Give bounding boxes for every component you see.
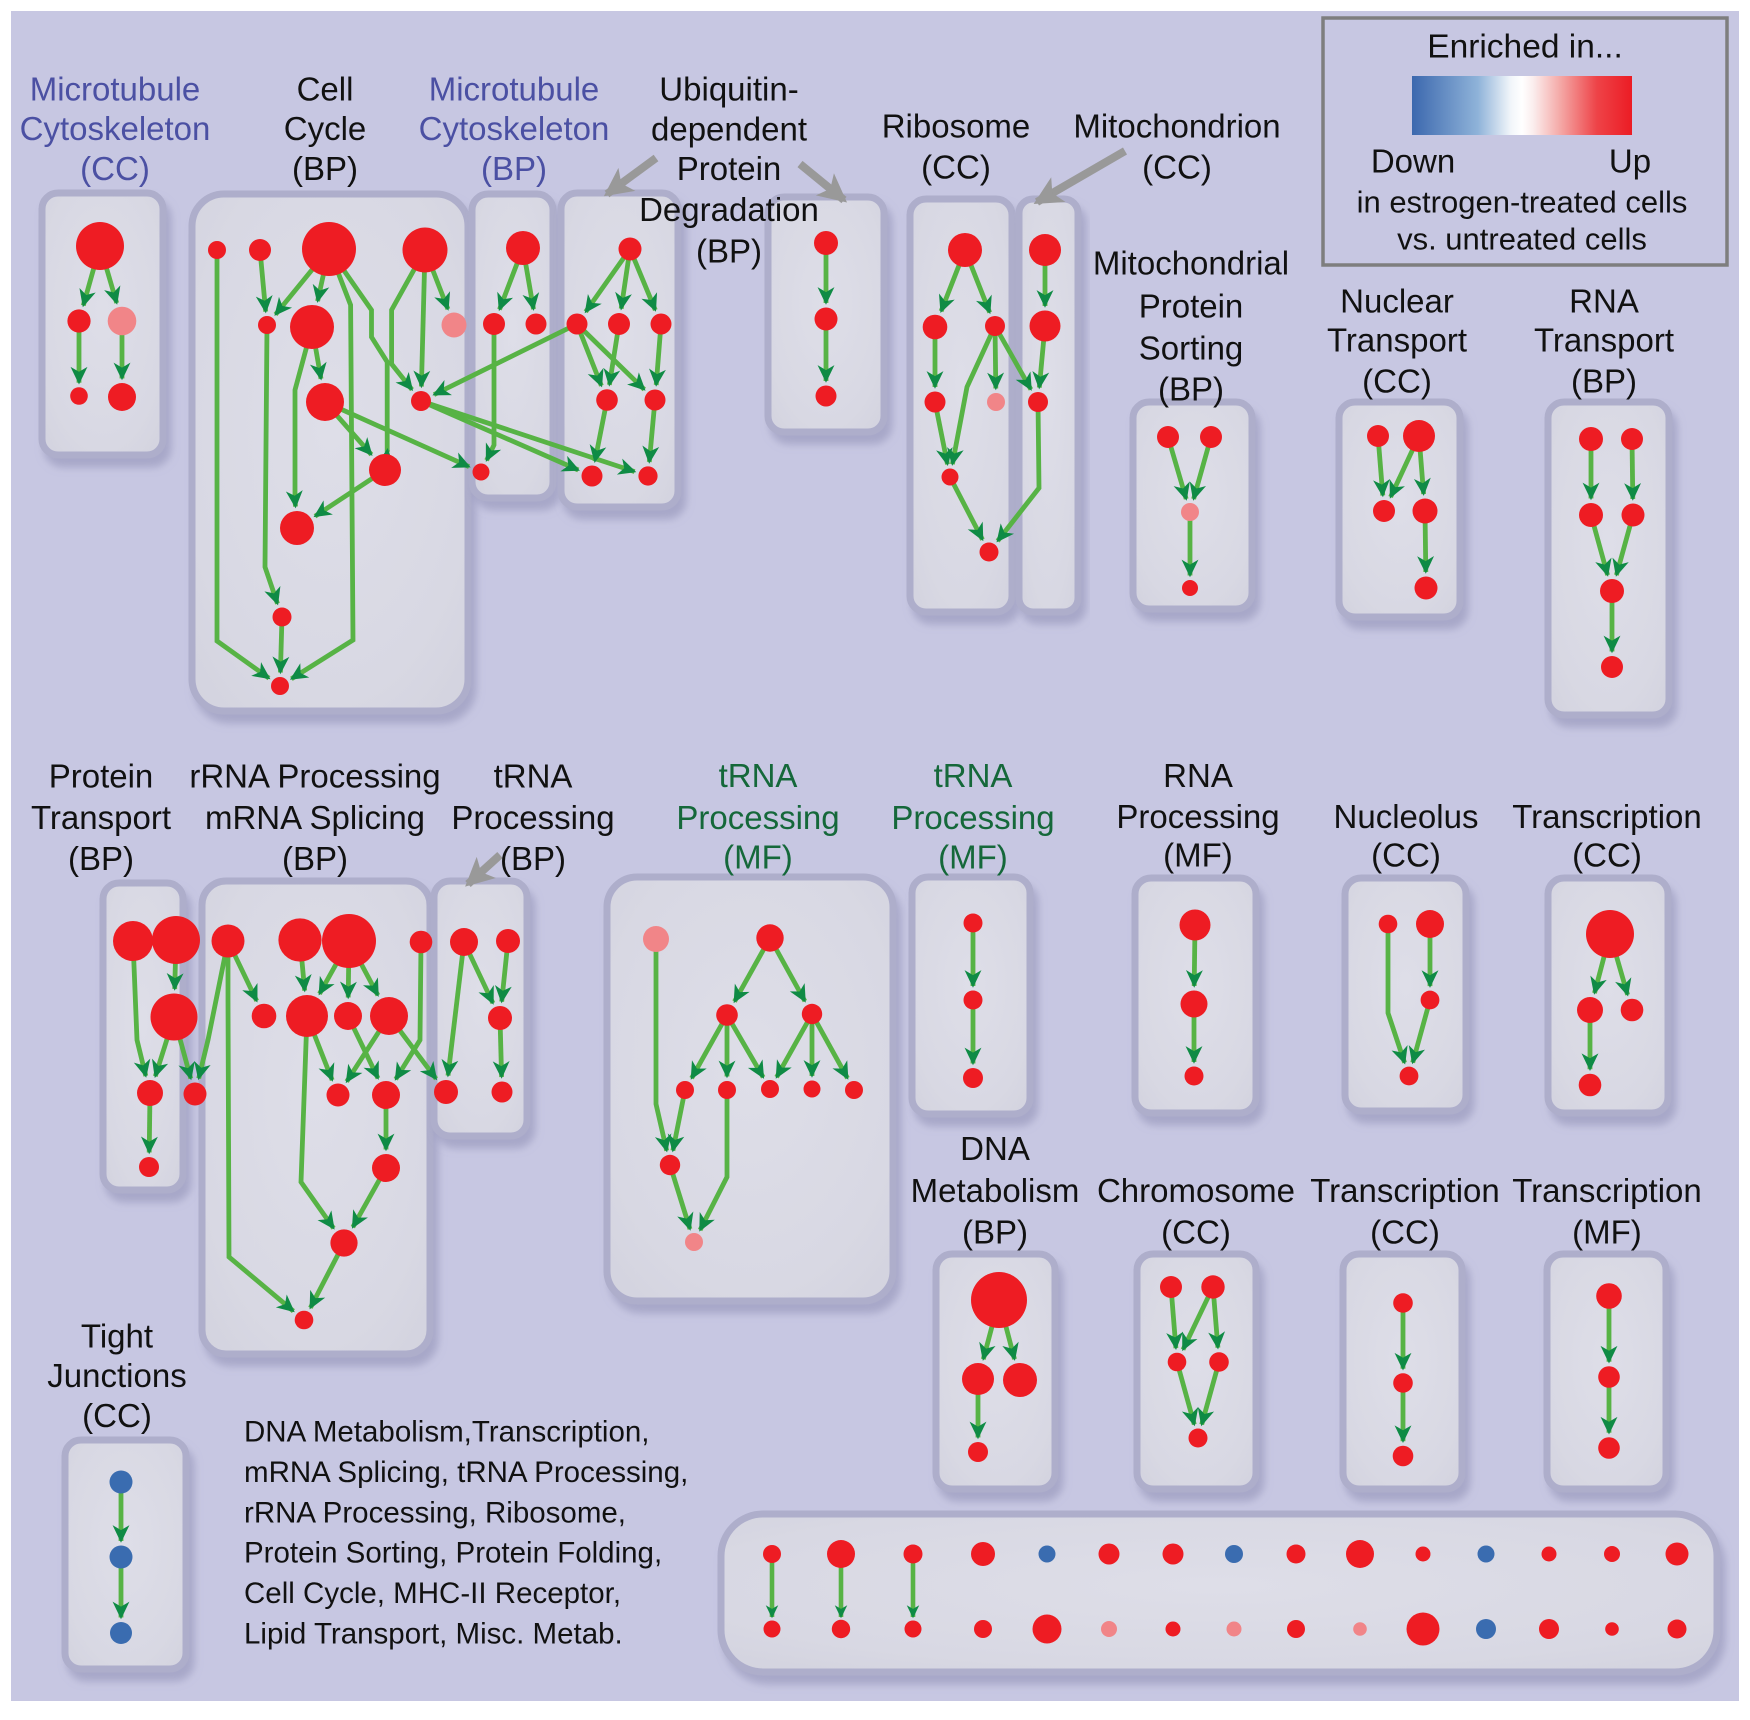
svg-text:mRNA Splicing: mRNA Splicing	[205, 799, 425, 836]
svg-text:dependent: dependent	[651, 111, 807, 148]
svg-text:Transport: Transport	[1327, 322, 1467, 359]
svg-text:Processing: Processing	[1116, 798, 1279, 835]
svg-text:Cytoskeleton: Cytoskeleton	[20, 110, 211, 147]
svg-text:(CC): (CC)	[1362, 363, 1432, 400]
svg-text:tRNA: tRNA	[494, 758, 573, 795]
svg-text:RNA: RNA	[1569, 283, 1639, 320]
svg-text:(BP): (BP)	[500, 840, 566, 877]
svg-text:(BP): (BP)	[1571, 363, 1637, 400]
svg-text:RNA: RNA	[1163, 757, 1233, 794]
svg-text:Degradation: Degradation	[639, 191, 819, 228]
svg-text:Cycle: Cycle	[284, 110, 367, 147]
svg-text:Cell Cycle, MHC-II Receptor,: Cell Cycle, MHC-II Receptor,	[244, 1577, 621, 1610]
svg-text:Processing: Processing	[676, 799, 839, 836]
svg-text:Protein: Protein	[677, 150, 782, 187]
svg-text:(CC): (CC)	[1371, 837, 1441, 874]
svg-text:rRNA Processing: rRNA Processing	[189, 758, 440, 795]
svg-text:Sorting: Sorting	[1139, 330, 1244, 367]
svg-text:Transport: Transport	[31, 799, 171, 836]
svg-text:Transcription: Transcription	[1512, 798, 1702, 835]
svg-text:(CC): (CC)	[1142, 149, 1212, 186]
svg-text:Protein Sorting, Protein Foldi: Protein Sorting, Protein Folding,	[244, 1537, 662, 1570]
svg-text:(CC): (CC)	[82, 1397, 152, 1434]
svg-text:vs. untreated cells: vs. untreated cells	[1397, 222, 1647, 257]
svg-text:Chromosome: Chromosome	[1097, 1172, 1295, 1209]
svg-text:tRNA: tRNA	[719, 757, 798, 794]
svg-text:Transcription: Transcription	[1310, 1172, 1500, 1209]
svg-text:Lipid Transport, Misc. Metab.: Lipid Transport, Misc. Metab.	[244, 1618, 623, 1651]
svg-text:(CC): (CC)	[1370, 1214, 1440, 1251]
svg-text:Enriched in...: Enriched in...	[1427, 29, 1623, 66]
svg-text:Cell: Cell	[297, 71, 354, 108]
svg-text:in estrogen-treated cells: in estrogen-treated cells	[1357, 185, 1688, 220]
svg-text:(CC): (CC)	[921, 149, 991, 186]
svg-text:Tight: Tight	[81, 1318, 153, 1355]
svg-text:Processing: Processing	[891, 799, 1054, 836]
svg-text:Down: Down	[1371, 143, 1455, 180]
svg-text:(MF): (MF)	[723, 839, 793, 876]
svg-text:Transport: Transport	[1534, 322, 1674, 359]
svg-text:Transcription: Transcription	[1512, 1172, 1702, 1209]
svg-text:(BP): (BP)	[1158, 371, 1224, 408]
svg-text:Protein: Protein	[49, 758, 154, 795]
svg-text:(BP): (BP)	[962, 1214, 1028, 1251]
svg-text:(BP): (BP)	[481, 150, 547, 187]
svg-text:Mitochondrial: Mitochondrial	[1093, 245, 1289, 282]
svg-text:Microtubule: Microtubule	[30, 71, 201, 108]
svg-text:Microtubule: Microtubule	[429, 71, 600, 108]
svg-text:(CC): (CC)	[1161, 1214, 1231, 1251]
svg-text:(CC): (CC)	[80, 150, 150, 187]
svg-text:(MF): (MF)	[1163, 837, 1233, 874]
svg-text:Ubiquitin-: Ubiquitin-	[659, 71, 798, 108]
svg-text:Up: Up	[1609, 143, 1651, 180]
svg-text:(BP): (BP)	[68, 840, 134, 877]
svg-text:Metabolism: Metabolism	[911, 1172, 1080, 1209]
svg-text:Protein: Protein	[1139, 288, 1244, 325]
svg-text:Mitochondrion: Mitochondrion	[1073, 108, 1280, 145]
svg-text:Ribosome: Ribosome	[882, 108, 1031, 145]
svg-text:DNA Metabolism,Transcription,: DNA Metabolism,Transcription,	[244, 1416, 649, 1449]
svg-text:(MF): (MF)	[938, 839, 1008, 876]
svg-text:tRNA: tRNA	[934, 757, 1013, 794]
svg-text:DNA: DNA	[960, 1130, 1030, 1167]
svg-text:Cytoskeleton: Cytoskeleton	[419, 110, 610, 147]
svg-text:Junctions: Junctions	[47, 1357, 186, 1394]
svg-text:(BP): (BP)	[696, 233, 762, 270]
svg-text:Nuclear: Nuclear	[1340, 283, 1454, 320]
svg-text:(BP): (BP)	[282, 840, 348, 877]
svg-text:(CC): (CC)	[1572, 837, 1642, 874]
svg-text:mRNA Splicing, tRNA Processing: mRNA Splicing, tRNA Processing,	[244, 1456, 688, 1489]
svg-text:(MF): (MF)	[1572, 1214, 1642, 1251]
svg-text:Processing: Processing	[451, 799, 614, 836]
svg-text:rRNA Processing, Ribosome,: rRNA Processing, Ribosome,	[244, 1496, 626, 1529]
svg-text:(BP): (BP)	[292, 150, 358, 187]
svg-text:Nucleolus: Nucleolus	[1334, 798, 1479, 835]
